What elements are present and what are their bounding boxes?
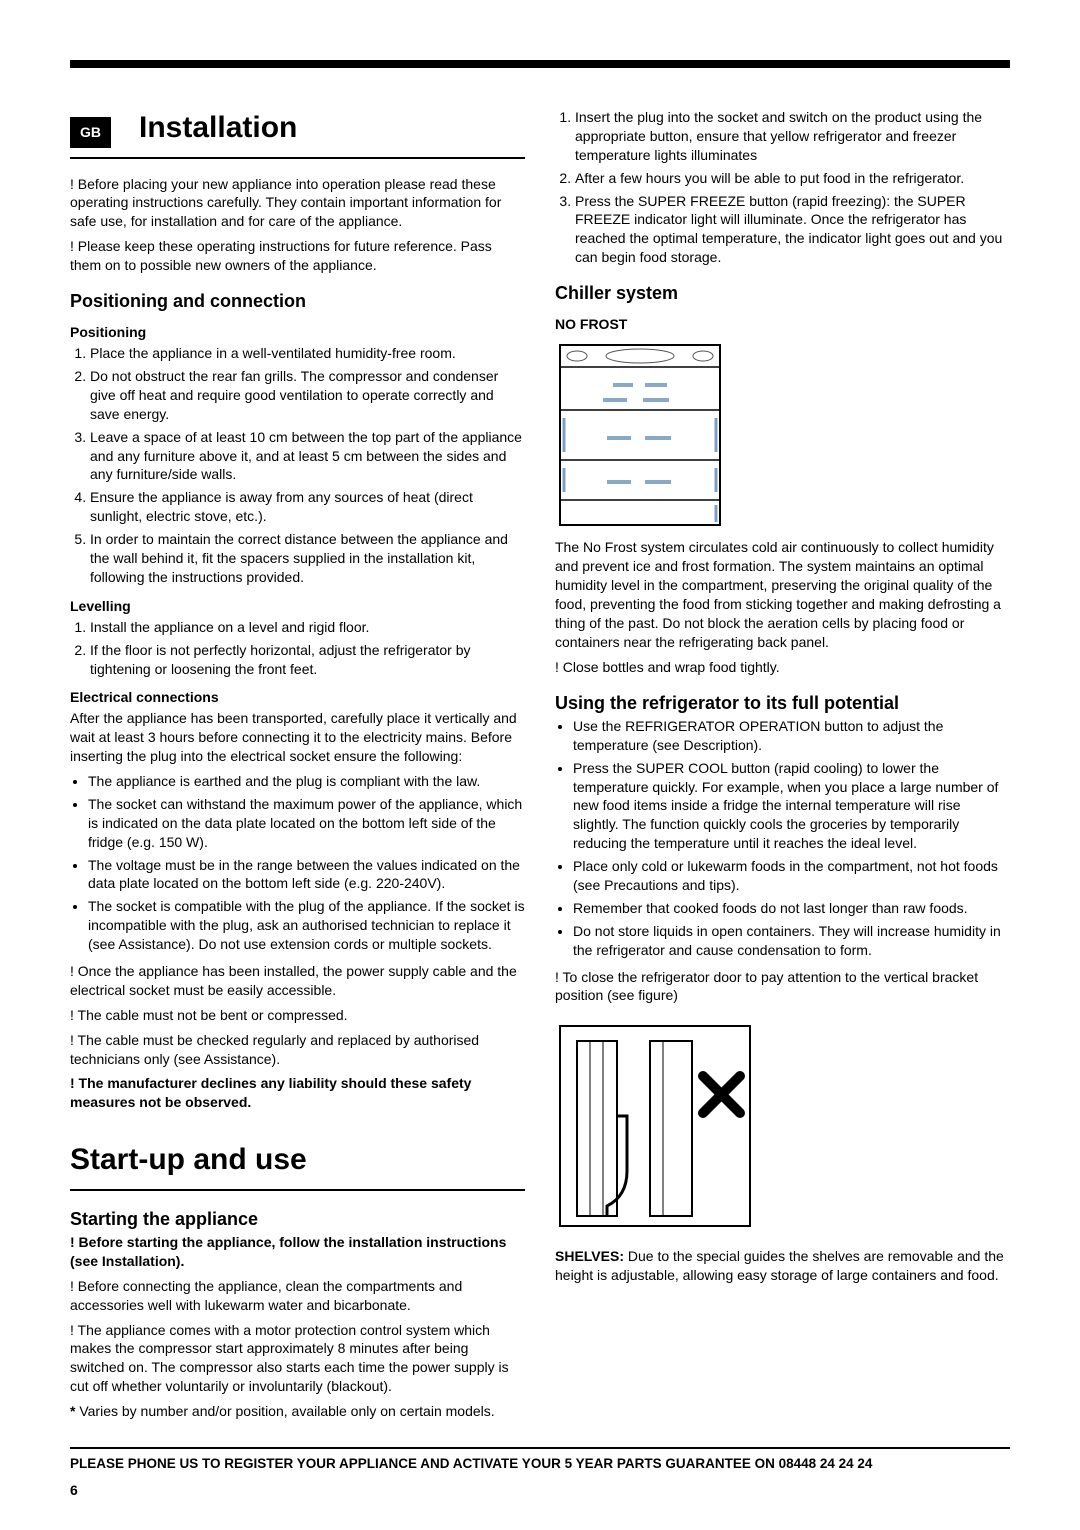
shelves-paragraph: SHELVES: Due to the special guides the s…: [555, 1247, 1010, 1285]
h1-rule: [70, 1189, 525, 1191]
door-note: ! To close the refrigerator door to pay …: [555, 968, 1010, 1006]
left-column: GB Installation ! Before placing your ne…: [70, 108, 525, 1427]
intro-warning-2: ! Please keep these operating instructio…: [70, 237, 525, 275]
no-frost-diagram: [555, 340, 725, 530]
electrical-subheading: Electrical connections: [70, 688, 525, 707]
starting-bold: ! Before starting the appliance, follow …: [70, 1233, 525, 1271]
footnote: * Varies by number and/or position, avai…: [70, 1402, 525, 1421]
right-column: Insert the plug into the socket and swit…: [555, 108, 1010, 1427]
levelling-subheading: Levelling: [70, 597, 525, 616]
starting-p2: ! The appliance comes with a motor prote…: [70, 1321, 525, 1397]
levelling-list: Install the appliance on a level and rig…: [70, 618, 525, 679]
electrical-list: The appliance is earthed and the plug is…: [70, 772, 525, 954]
shelves-label: SHELVES:: [555, 1248, 624, 1264]
electrical-intro: After the appliance has been transported…: [70, 709, 525, 766]
list-item: The socket can withstand the maximum pow…: [88, 795, 525, 852]
door-close-diagram: [555, 1021, 755, 1231]
starting-heading: Starting the appliance: [70, 1207, 525, 1231]
installation-heading: Installation: [139, 108, 297, 149]
footnote-text: Varies by number and/or position, availa…: [79, 1403, 494, 1419]
elec-warning-2: ! The cable must not be bent or compress…: [70, 1006, 525, 1025]
h1-rule: [70, 157, 525, 159]
list-item: Place the appliance in a well-ventilated…: [90, 344, 525, 363]
list-item: Do not store liquids in open containers.…: [573, 922, 1010, 960]
startup-steps-list: Insert the plug into the socket and swit…: [555, 108, 1010, 267]
intro-warning-1: ! Before placing your new appliance into…: [70, 175, 525, 232]
positioning-subheading: Positioning: [70, 323, 525, 342]
list-item: Remember that cooked foods do not last l…: [573, 899, 1010, 918]
list-item: Ensure the appliance is away from any so…: [90, 488, 525, 526]
footer-text: PLEASE PHONE US TO REGISTER YOUR APPLIAN…: [70, 1456, 872, 1471]
elec-warning-bold: ! The manufacturer declines any liabilit…: [70, 1074, 525, 1112]
elec-warning-1: ! Once the appliance has been installed,…: [70, 962, 525, 1000]
list-item: The appliance is earthed and the plug is…: [88, 772, 525, 791]
startup-heading: Start-up and use: [70, 1140, 525, 1181]
starting-p1: ! Before connecting the appliance, clean…: [70, 1277, 525, 1315]
list-item: Use the REFRIGERATOR OPERATION button to…: [573, 717, 1010, 755]
chiller-subheading: NO FROST: [555, 315, 1010, 334]
top-rule: [70, 60, 1010, 68]
full-potential-list: Use the REFRIGERATOR OPERATION button to…: [555, 717, 1010, 960]
title-row: GB Installation: [70, 108, 525, 157]
list-item: Leave a space of at least 10 cm between …: [90, 428, 525, 485]
country-badge: GB: [70, 117, 111, 148]
footer-bar: PLEASE PHONE US TO REGISTER YOUR APPLIAN…: [70, 1447, 1010, 1473]
list-item: Insert the plug into the socket and swit…: [575, 108, 1010, 165]
list-item: The socket is compatible with the plug o…: [88, 897, 525, 954]
list-item: After a few hours you will be able to pu…: [575, 169, 1010, 188]
chiller-paragraph: The No Frost system circulates cold air …: [555, 538, 1010, 651]
full-potential-heading: Using the refrigerator to its full poten…: [555, 691, 1010, 715]
list-item: If the floor is not perfectly horizontal…: [90, 641, 525, 679]
list-item: Press the SUPER COOL button (rapid cooli…: [573, 759, 1010, 853]
list-item: In order to maintain the correct distanc…: [90, 530, 525, 587]
asterisk-icon: *: [70, 1403, 79, 1419]
list-item: Do not obstruct the rear fan grills. The…: [90, 367, 525, 424]
positioning-list: Place the appliance in a well-ventilated…: [70, 344, 525, 587]
elec-warning-3: ! The cable must be checked regularly an…: [70, 1031, 525, 1069]
two-column-layout: GB Installation ! Before placing your ne…: [70, 108, 1010, 1427]
list-item: Place only cold or lukewarm foods in the…: [573, 857, 1010, 895]
chiller-warning: ! Close bottles and wrap food tightly.: [555, 658, 1010, 677]
list-item: Install the appliance on a level and rig…: [90, 618, 525, 637]
list-item: The voltage must be in the range between…: [88, 856, 525, 894]
positioning-heading: Positioning and connection: [70, 289, 525, 313]
page-number: 6: [70, 1481, 1010, 1500]
chiller-heading: Chiller system: [555, 281, 1010, 305]
list-item: Press the SUPER FREEZE button (rapid fre…: [575, 192, 1010, 268]
